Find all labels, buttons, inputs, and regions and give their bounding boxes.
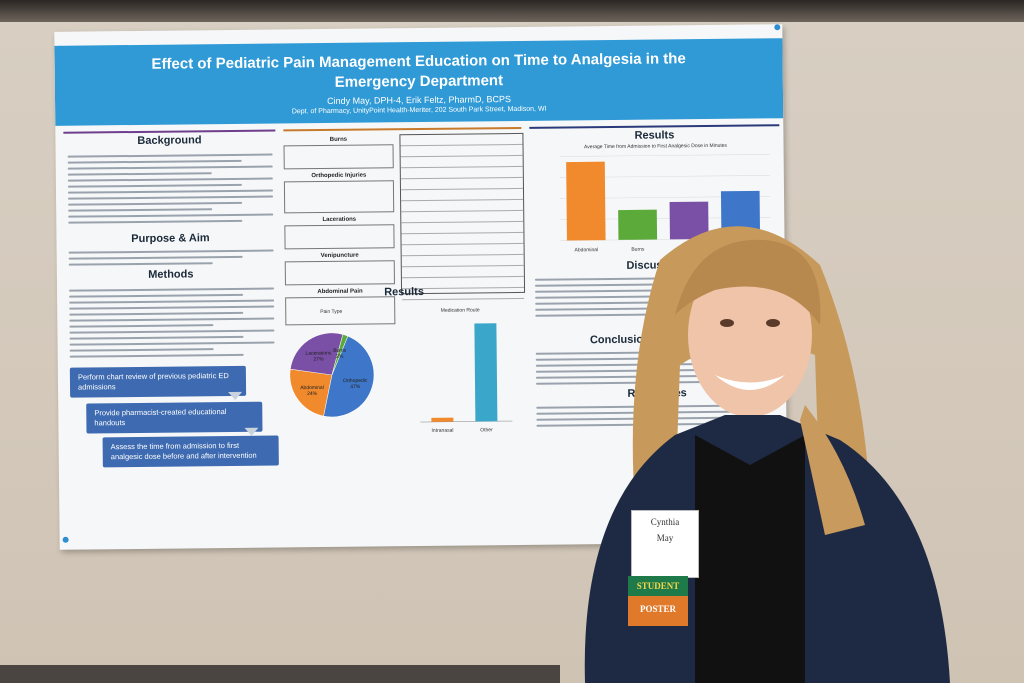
slice-burns — [331, 334, 349, 376]
badge-last-name: May — [656, 533, 674, 543]
ceiling-edge — [0, 0, 1024, 22]
slice-label: Burns — [333, 348, 347, 354]
badge-first-name: Cynthia — [650, 517, 680, 527]
dosing-table — [399, 132, 526, 301]
bar-abdominal — [566, 161, 606, 241]
methods-text — [69, 284, 275, 362]
medication-route-chart: Medication Route Intranasal Other — [405, 307, 516, 438]
results-heading: Results — [634, 129, 675, 142]
slice-value: 2% — [336, 354, 344, 360]
name-badge: Cynthia May — [631, 510, 699, 578]
handout-lacerations-heading: Lacerations — [322, 216, 357, 224]
poster-ribbon: POSTER — [628, 596, 688, 626]
bar-burns — [618, 209, 658, 240]
slice-value: 27% — [313, 357, 324, 363]
flow-step-3: Assess the time from admission to first … — [102, 435, 279, 468]
flow-step-2: Provide pharmacist-created educational h… — [86, 401, 263, 434]
slice-label: Abdominal — [300, 385, 324, 391]
slice-value: 24% — [307, 391, 318, 397]
slice-value: 47% — [350, 384, 361, 390]
bar-intranasal — [431, 417, 454, 422]
background-heading: Background — [137, 134, 202, 147]
slice-label: Orthopedic — [343, 378, 368, 384]
slice-label: Lacerations — [306, 350, 332, 356]
purpose-text — [68, 246, 274, 270]
push-pin — [62, 536, 69, 543]
handout-ortho-heading: Orthopedic Injuries — [311, 172, 367, 180]
results-mid-heading: Results — [384, 285, 424, 299]
student-ribbon: STUDENT — [628, 576, 688, 596]
push-pin — [774, 24, 781, 31]
floor-edge — [0, 665, 560, 683]
poster-banner: Effect of Pediatric Pain Management Educ… — [54, 38, 784, 126]
background-text — [67, 150, 274, 228]
slice-abdominal — [289, 368, 333, 417]
handout-burns-heading: Burns — [329, 136, 348, 143]
presenter-photo — [584, 226, 950, 683]
handout-venipuncture-heading: Venipuncture — [320, 252, 359, 260]
poster-title: Effect of Pediatric Pain Management Educ… — [151, 50, 686, 91]
slice-lacerations — [290, 332, 344, 376]
x-tick-label: Abdominal — [575, 247, 599, 253]
flow-step-1: Perform chart review of previous pediatr… — [69, 365, 247, 398]
flow-arrow — [244, 427, 259, 436]
medication-route-bars: Intranasal Other — [420, 323, 513, 434]
bar-lacerations — [669, 201, 709, 240]
x-tick-label: Burns — [631, 247, 645, 253]
section-rule — [283, 126, 522, 132]
methods-heading: Methods — [148, 268, 194, 281]
x-tick-label: Other — [480, 427, 493, 433]
bar-other — [474, 323, 498, 422]
gridline — [559, 154, 770, 157]
slice-orthopedic — [323, 335, 375, 418]
x-tick-label: Intranasal — [431, 428, 453, 434]
pain-type-chart: Pain Type Orthopedic 47% Abdominal 24% Lacer… — [271, 308, 392, 439]
flow-arrow — [228, 391, 243, 401]
purpose-heading: Purpose & Aim — [131, 232, 210, 246]
